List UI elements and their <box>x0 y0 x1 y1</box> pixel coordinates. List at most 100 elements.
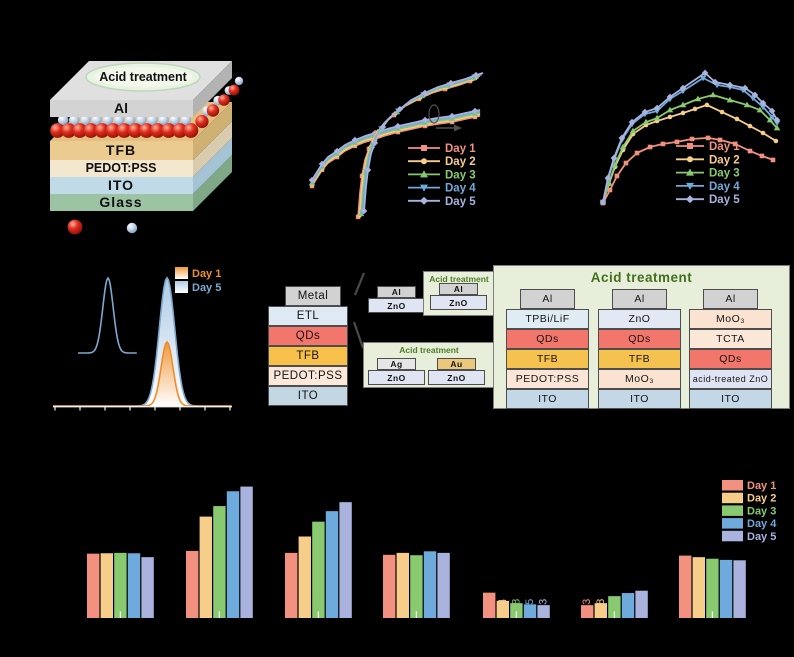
bar-value-label: 32.5 <box>227 593 239 614</box>
zno-sphere <box>91 114 102 126</box>
panel-spectrum: Day 1 Day 5 <box>0 245 265 430</box>
legend-label: Day 4 <box>709 181 740 193</box>
layer-zno: ZnO <box>368 370 425 385</box>
inset-spectrum-line <box>78 276 137 354</box>
panel-structure-options: Metal ETL QDs TFB PEDOT:PSS ITO Al ZnO Acid tr… <box>265 245 495 430</box>
qd-sphere-legend-icon <box>67 219 83 235</box>
tfb-label: TFB <box>106 142 136 158</box>
bar-group7-day1 <box>679 555 692 618</box>
marker <box>687 156 693 163</box>
bar-group4-day1 <box>383 554 396 618</box>
bar-group3-day2 <box>298 536 311 618</box>
marker <box>709 91 717 98</box>
bar-group6-day3 <box>608 596 621 618</box>
marker <box>421 89 429 97</box>
bar-value-label: 3.5 <box>524 599 536 614</box>
legend-label: Day 4 <box>747 518 777 530</box>
bar-group2-day5 <box>240 486 253 618</box>
marker <box>647 144 653 150</box>
layer-tfb: TFB <box>506 349 589 369</box>
layer-etl: ETL <box>268 306 348 326</box>
layer-moo-: MoO₃ <box>689 309 772 329</box>
bar-group2-day1 <box>186 550 199 618</box>
legend-label: Day 2 <box>709 154 740 166</box>
layer-qds: QDs <box>689 349 772 369</box>
al-front <box>50 100 193 117</box>
zno-sphere-legend-icon <box>126 222 138 234</box>
marker <box>674 139 680 145</box>
glass-front <box>50 194 193 211</box>
layer-tfb: TFB <box>598 349 681 369</box>
layer-acid-treated-zno: acid-treated ZnO <box>689 369 772 389</box>
al-label: Al <box>114 100 128 116</box>
marker <box>773 138 779 144</box>
bar-group4-day2 <box>396 552 409 618</box>
legend-label: Day 2 <box>747 493 776 505</box>
marker <box>694 95 702 102</box>
qd-sphere <box>61 123 77 138</box>
marker <box>447 79 455 87</box>
bar-value-label: 16.6 <box>101 593 113 614</box>
curve-day3 <box>311 112 481 184</box>
legend-swatch <box>722 518 743 529</box>
marker <box>692 106 698 112</box>
marker <box>619 143 627 150</box>
panel-device-3d: Al Acid treatment TFB PEDOT:PSS ITO Glas… <box>0 0 265 240</box>
marker <box>618 134 626 142</box>
marker <box>628 118 636 126</box>
marker <box>699 75 707 82</box>
arrow-head <box>454 124 462 132</box>
layer-tpbi-lif: TPBi/LiF <box>506 309 589 329</box>
layer-qds: QDs <box>506 329 589 349</box>
marker <box>679 84 687 92</box>
bar-value-label: 6.4 <box>622 599 634 614</box>
bar-group1-day3 <box>114 552 127 618</box>
acid-box-title: Acid treatment <box>429 274 489 284</box>
pedot-front <box>50 160 193 177</box>
layer-ito: ITO <box>506 389 589 409</box>
marker <box>743 101 751 108</box>
layer-zno: ZnO <box>430 295 487 310</box>
pedot-side <box>193 121 232 177</box>
marker <box>421 145 427 151</box>
marker <box>759 99 767 107</box>
qd-sphere <box>127 123 143 138</box>
marker <box>717 137 723 143</box>
ito-front <box>50 177 193 194</box>
legend-swatch <box>175 281 188 293</box>
legend-label: Day 5 <box>192 282 221 294</box>
zno-sphere <box>80 114 91 126</box>
marker <box>768 107 776 115</box>
device-3d-drawing: Al Acid treatment TFB PEDOT:PSS ITO Glas… <box>50 61 244 235</box>
marker <box>308 176 316 184</box>
bar-group6-day5 <box>635 590 648 618</box>
bar-value-label: 29.7 <box>340 593 352 614</box>
marker <box>471 107 479 115</box>
glass-label: Glass <box>99 194 142 210</box>
marker <box>448 112 456 120</box>
marker <box>653 104 661 112</box>
marker <box>687 143 693 149</box>
zno-sphere <box>135 114 147 126</box>
marker <box>604 174 612 182</box>
panel-acid-treatment-structures: Acid treatment Al TPBi/LiF QDs TFB PEDOT:PSS… <box>493 265 790 409</box>
marker <box>634 150 640 156</box>
zno-sphere <box>180 114 192 126</box>
bar-value-label: 16.2 <box>383 593 395 614</box>
legend-label: Day 3 <box>747 505 776 517</box>
zno-sphere <box>69 114 80 126</box>
marker <box>371 139 379 147</box>
legend-label: Day 4 <box>445 183 476 195</box>
layer-zno: ZnO <box>428 370 485 385</box>
glass-side <box>193 155 232 211</box>
bar-value-label: 7.0 <box>636 599 648 614</box>
marker <box>642 118 650 125</box>
curve-day-3 <box>602 94 778 203</box>
branch-connectors <box>352 272 366 349</box>
bar-value-label: 3.3 <box>581 599 593 614</box>
marker <box>666 93 674 101</box>
bar-group6-day1 <box>581 605 594 618</box>
bar-group5-day4 <box>523 604 537 618</box>
zno-sphere <box>124 114 136 126</box>
